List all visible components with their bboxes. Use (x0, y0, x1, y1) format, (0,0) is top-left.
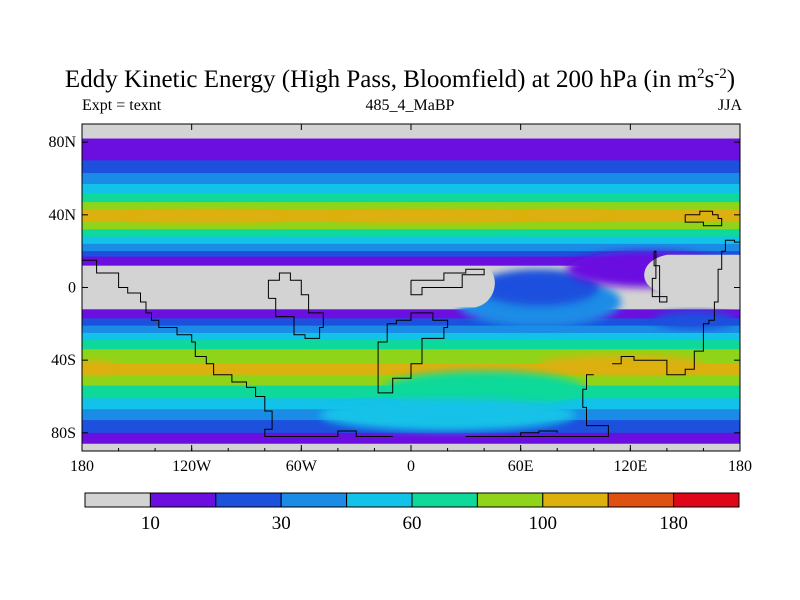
energy-band (82, 124, 740, 140)
energy-region (82, 360, 115, 375)
energy-band (82, 202, 740, 210)
chart-title: Eddy Kinetic Energy (High Pass, Bloomfie… (64, 66, 736, 93)
energy-band (82, 222, 740, 230)
colorbar-box (673, 492, 740, 508)
land-boundary (82, 259, 393, 437)
energy-region (328, 210, 530, 224)
tropical-low-zone-east (644, 254, 740, 310)
energy-region (383, 371, 585, 408)
energy-band (82, 325, 740, 334)
energy-band (82, 160, 740, 174)
land-boundary (651, 250, 668, 303)
y-tick-label: 0 (68, 280, 76, 297)
colorbar-box (476, 492, 544, 508)
land-boundary (612, 239, 740, 376)
x-tick-label: 180 (70, 458, 94, 475)
y-tick-label: 80N (48, 134, 76, 151)
land-boundary (465, 374, 609, 437)
energy-band (82, 251, 740, 258)
energy-band (82, 138, 740, 161)
center-subtitle: 485_4_MaBP (365, 97, 455, 114)
colorbar-box (346, 492, 413, 508)
energy-band (82, 243, 740, 252)
colorbar-box (607, 492, 675, 508)
energy-band (82, 193, 740, 203)
title-close-paren: ) (726, 66, 736, 93)
energy-band (82, 256, 740, 267)
land-layer (82, 210, 740, 437)
energy-band (82, 318, 740, 327)
colorbar-box (280, 492, 348, 508)
x-tick-label: 180 (728, 458, 752, 475)
colorbar-label: 60 (403, 513, 422, 534)
colorbar-box (411, 492, 478, 508)
land-boundary (377, 312, 449, 394)
energy-band (82, 340, 740, 350)
energy-region (654, 311, 735, 330)
energy-band (82, 183, 740, 194)
x-tick-label: 60E (508, 458, 534, 475)
energy-band (82, 173, 740, 185)
energy-band (82, 236, 740, 245)
x-axis: 180 120W 60W 0 60E 120E 180 (70, 124, 752, 475)
land-boundary (267, 272, 324, 339)
energy-band (82, 332, 740, 341)
energy-region (319, 398, 576, 432)
colorbar-box (542, 492, 609, 508)
x-tick-label: 120E (613, 458, 647, 475)
title-unit-exponent: 2 (697, 66, 705, 82)
colorbar: 10 30 60 100 180 (84, 492, 740, 534)
x-tick-label: 120W (172, 458, 212, 475)
colorbar-label: 180 (659, 513, 688, 534)
colorbar-box (215, 492, 282, 508)
colorbar-box (84, 492, 151, 508)
plot-area (82, 124, 740, 451)
land-boundary (684, 210, 723, 227)
y-tick-label: 40S (51, 352, 76, 369)
title-unit-exponent-2: -2 (714, 66, 727, 82)
energy-band (82, 432, 740, 445)
energy-region (124, 210, 289, 224)
energy-band (82, 229, 740, 238)
colorbar-box (149, 492, 217, 508)
energy-region (478, 269, 600, 306)
colorbar-label: 30 (272, 513, 291, 534)
title-unit-s: s (704, 66, 715, 93)
x-tick-label: 60W (286, 458, 318, 475)
land-boundary (410, 268, 485, 296)
y-tick-label: 40N (48, 207, 76, 224)
colorbar-label: 100 (529, 513, 558, 534)
right-subtitle: JJA (717, 97, 742, 114)
x-tick-label: 0 (407, 458, 415, 475)
colorbar-label: 10 (141, 513, 160, 534)
y-tick-label: 80S (51, 425, 76, 442)
energy-region (520, 209, 613, 221)
tropics-layer (82, 254, 740, 310)
tropical-low-zone-west (82, 265, 495, 308)
left-subtitle: Expt = texnt (82, 97, 162, 114)
y-axis: 80N 40N 0 40S 80S (48, 134, 740, 442)
